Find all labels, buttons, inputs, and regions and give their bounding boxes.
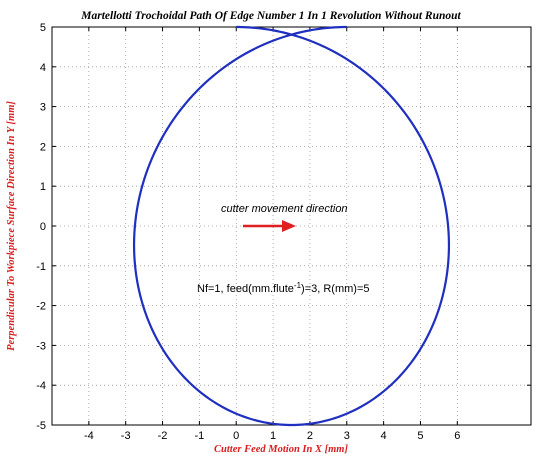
x-tick-label: 6 — [454, 430, 460, 442]
x-tick-label: 1 — [270, 430, 276, 442]
y-tick-label: 1 — [40, 181, 46, 193]
x-axis-ticks: -4 -3 -2 -1 0 1 2 3 4 5 6 — [84, 27, 460, 442]
y-axis-ticks: 5 4 3 2 1 0 -1 -2 -3 -4 -5 — [36, 22, 531, 432]
x-tick-label: -3 — [121, 430, 131, 442]
direction-arrow — [243, 220, 296, 232]
parameters-annotation-prefix: Nf=1, feed(mm.flute — [197, 283, 294, 295]
y-tick-label: 5 — [40, 22, 46, 34]
y-tick-label: -1 — [36, 261, 46, 273]
trochoid-path-series — [132, 25, 451, 427]
y-tick-label: 0 — [40, 221, 46, 233]
y-tick-label: -5 — [36, 420, 46, 432]
y-tick-label: -2 — [36, 301, 46, 313]
y-tick-label: 4 — [40, 62, 46, 74]
direction-arrow-head — [282, 220, 296, 232]
x-tick-label: 4 — [381, 430, 387, 442]
x-tick-label: -2 — [158, 430, 168, 442]
y-tick-label: -4 — [36, 380, 46, 392]
parameters-annotation-suffix: )=3, R(mm)=5 — [301, 283, 369, 295]
x-tick-label: 2 — [307, 430, 313, 442]
x-tick-label: 3 — [344, 430, 350, 442]
x-tick-label: 5 — [417, 430, 423, 442]
y-tick-label: -3 — [36, 340, 46, 352]
y-axis-label: Perpendicular To Workpiece Surface Direc… — [6, 101, 17, 351]
x-tick-label: -1 — [194, 430, 204, 442]
chart-title: Martellotti Trochoidal Path Of Edge Numb… — [80, 10, 461, 22]
x-tick-label: -4 — [84, 430, 94, 442]
x-axis-label: Cutter Feed Motion In X [mm] — [214, 444, 348, 455]
y-tick-label: 3 — [40, 102, 46, 114]
y-tick-label: 2 — [40, 141, 46, 153]
parameters-annotation-superscript: -1 — [294, 281, 302, 290]
direction-annotation: cutter movement direction — [221, 203, 348, 215]
x-tick-label: 0 — [233, 430, 239, 442]
parameters-annotation: Nf=1, feed(mm.flute-1)=3, R(mm)=5 — [197, 281, 370, 295]
